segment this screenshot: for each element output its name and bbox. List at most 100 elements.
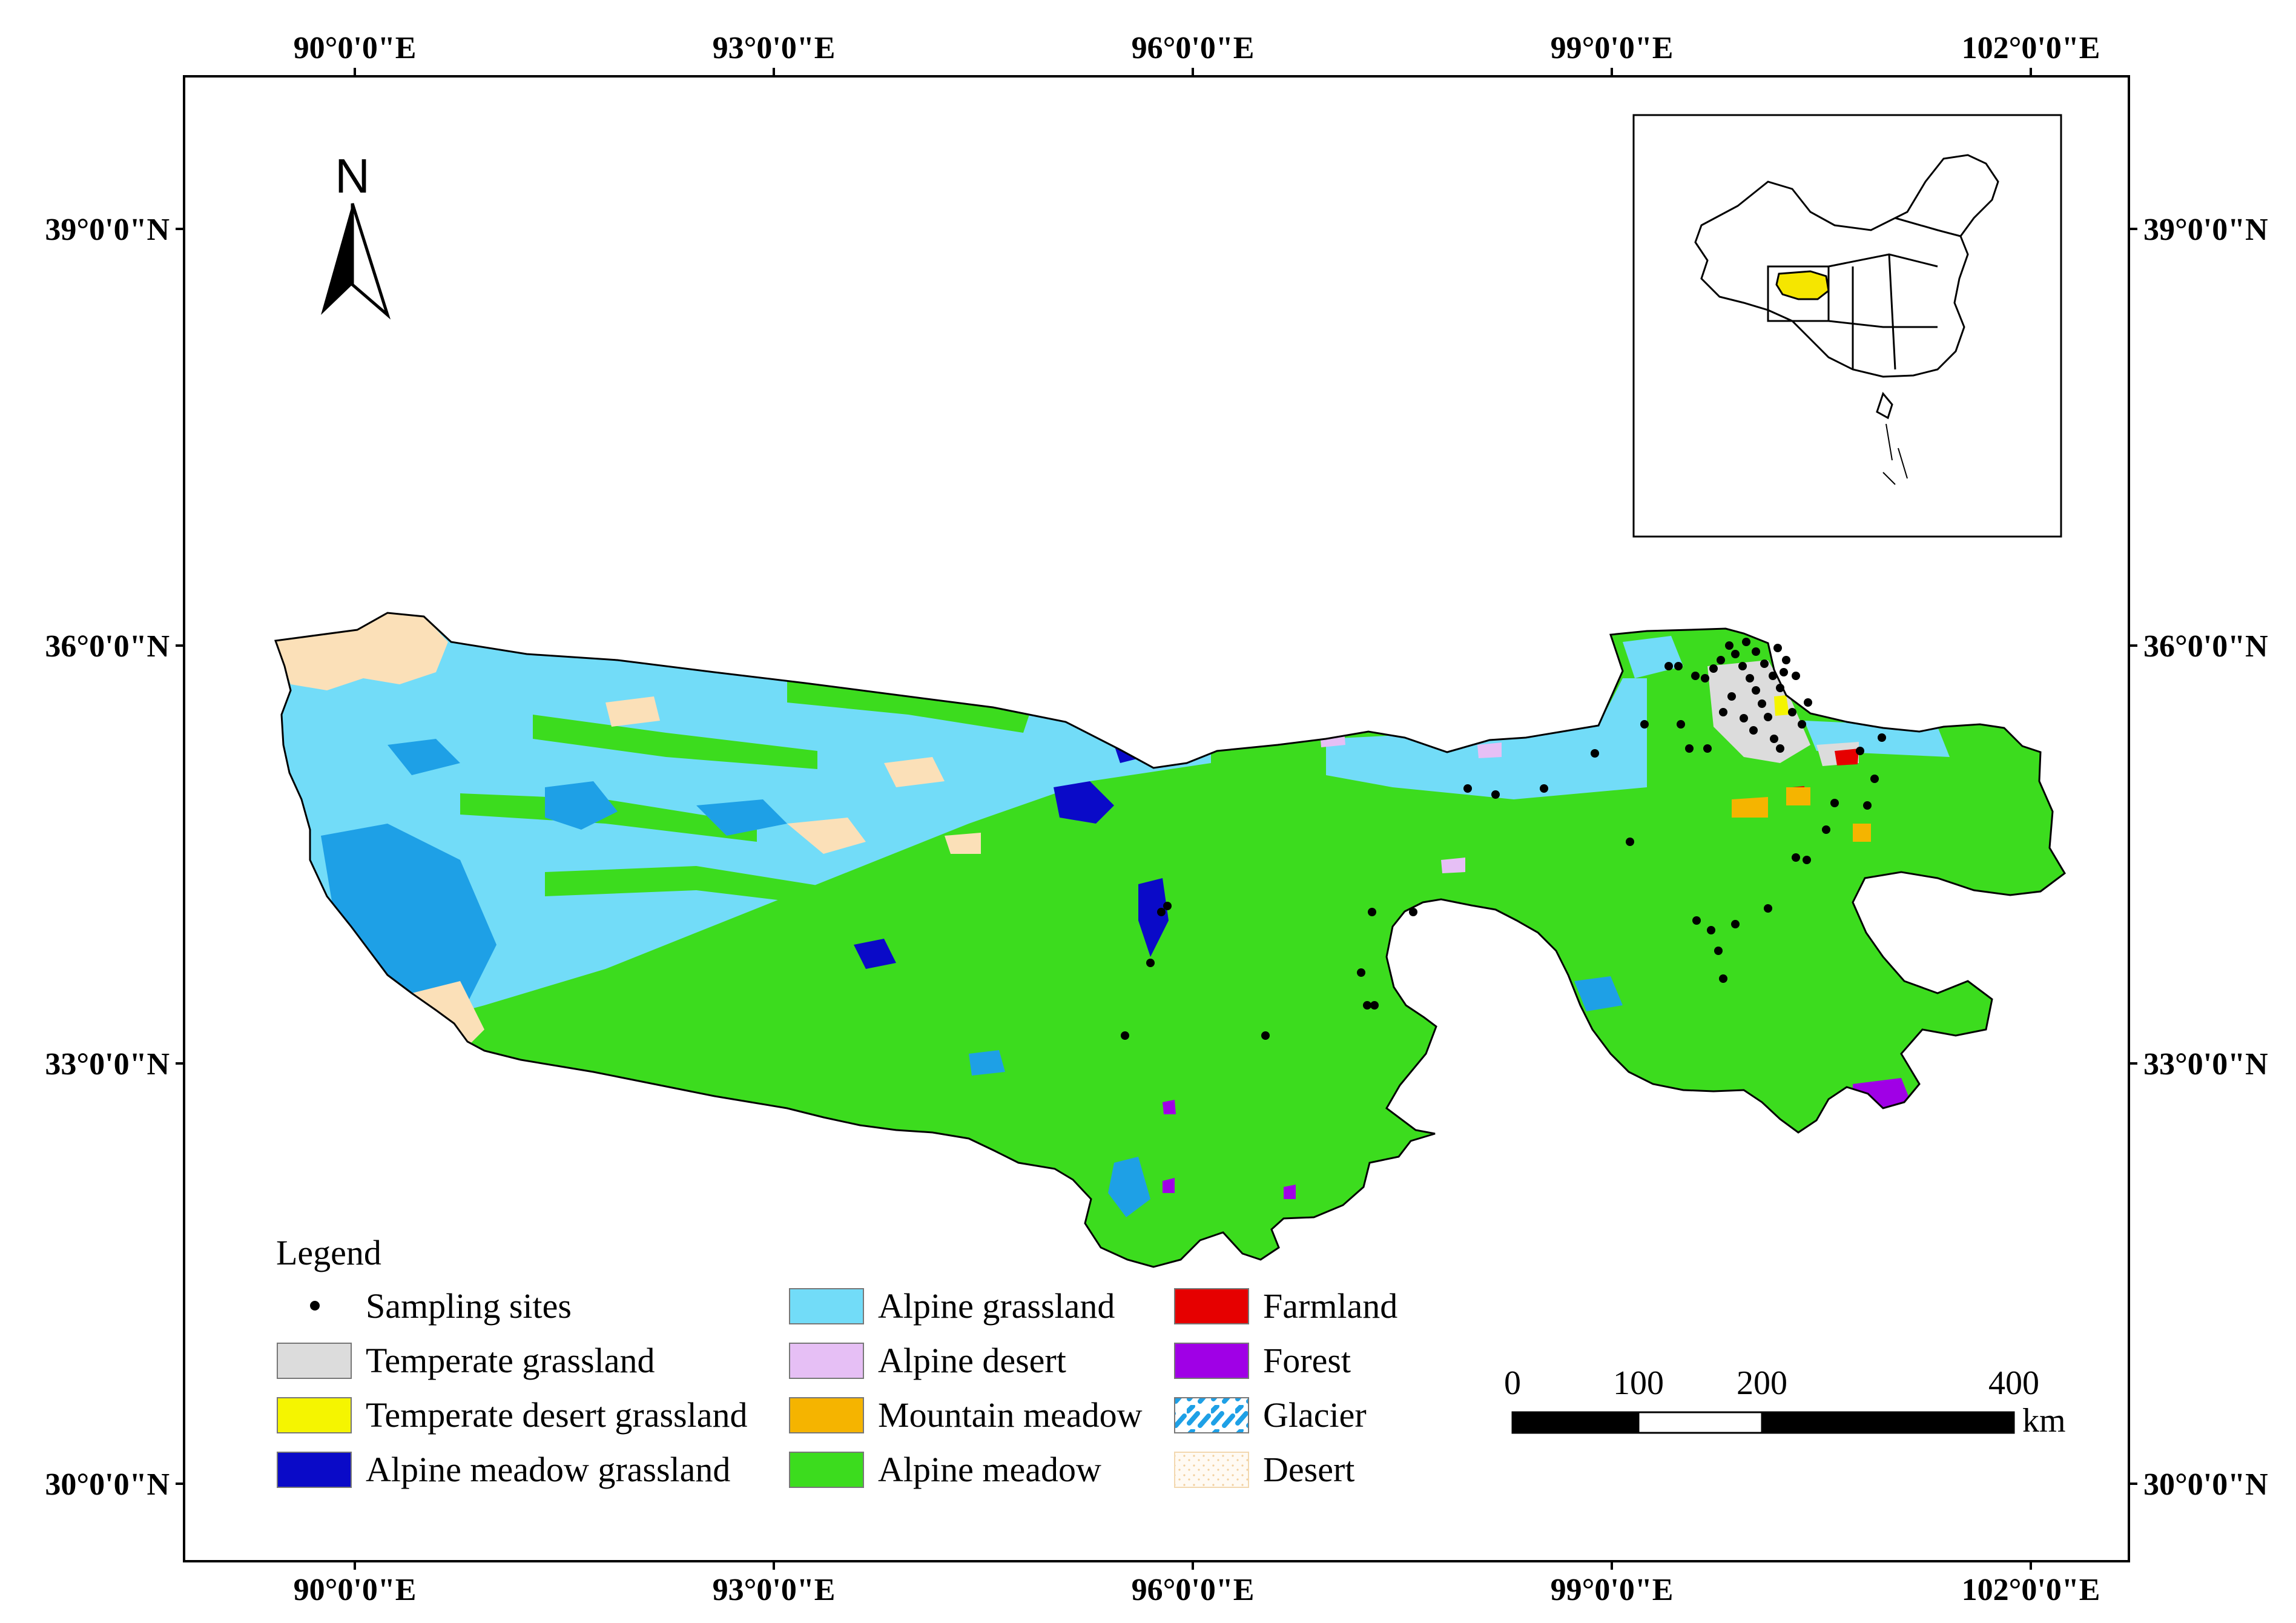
bottom-label-96e: 96°0'0"E <box>1132 1573 1255 1607</box>
glacier-blue-patch-2 <box>388 739 787 836</box>
sampling-site <box>1691 672 1700 680</box>
china-outline-icon <box>1694 154 1999 485</box>
sampling-site <box>1731 920 1740 928</box>
legend-label: Alpine meadow <box>878 1450 1101 1489</box>
sampling-site <box>1121 1031 1129 1040</box>
sampling-site <box>1773 644 1782 652</box>
scale-unit: km <box>2022 1402 2066 1440</box>
sampling-site <box>1822 825 1830 834</box>
legend-swatch-alpine-meadow <box>789 1452 864 1488</box>
scale-tick-0: 0 <box>1504 1364 1521 1402</box>
sampling-sites <box>1121 638 1886 1040</box>
legend-label: Sampling sites <box>366 1286 572 1326</box>
farmland-patch <box>1792 749 1859 799</box>
sampling-site <box>1863 801 1872 810</box>
desert-patch-2 <box>412 696 981 1054</box>
sampling-site <box>1157 908 1166 916</box>
left-label-36n: 36°0'0"N <box>45 629 170 664</box>
legend-item-temperate-grassland: Temperate grassland <box>277 1341 655 1380</box>
legend-label: Glacier <box>1263 1395 1367 1435</box>
sampling-site <box>1685 744 1694 753</box>
sampling-site <box>1776 744 1784 753</box>
sampling-site <box>1804 698 1812 707</box>
axis-labels-left: 39°0'0"N 36°0'0"N 33°0'0"N 30°0'0"N <box>45 213 170 1502</box>
legend-item-desert: Desert <box>1174 1450 1354 1489</box>
scale-seg-200-400 <box>1761 1411 2015 1434</box>
legend-title: Legend <box>276 1233 381 1272</box>
inset-map <box>1632 114 2062 538</box>
sampling-site <box>1363 1001 1371 1010</box>
right-label-39n: 39°0'0"N <box>2143 213 2268 247</box>
sampling-site <box>1731 650 1740 658</box>
legend-item-alpine-meadow-grassland: Alpine meadow grassland <box>277 1450 730 1489</box>
sampling-site <box>1719 708 1727 716</box>
bottom-label-93e: 93°0'0"E <box>713 1573 836 1607</box>
legend-item-sampling-sites: Sampling sites <box>310 1286 572 1326</box>
legend-label: Desert <box>1263 1450 1354 1489</box>
top-label-96e: 96°0'0"E <box>1132 31 1255 65</box>
sampling-site <box>1760 659 1769 668</box>
sampling-site <box>1856 747 1864 755</box>
sampling-site <box>1764 713 1772 721</box>
axis-labels-top: 90°0'0"E 93°0'0"E 96°0'0"E 99°0'0"E 102°… <box>294 31 2100 65</box>
legend-item-glacier: Glacier <box>1174 1395 1367 1435</box>
legend-swatch-alpine-desert <box>789 1343 864 1379</box>
sampling-site <box>1878 733 1886 742</box>
north-arrow: N <box>321 149 391 320</box>
sampling-site <box>1758 699 1766 708</box>
legend-item-temperate-desert-grassland: Temperate desert grassland <box>277 1395 747 1435</box>
mountain-meadow-patch <box>1732 787 1871 842</box>
alpine-desert-patch <box>1320 730 1502 873</box>
top-label-93e: 93°0'0"E <box>713 31 836 65</box>
bottom-label-102e: 102°0'0"E <box>1962 1573 2100 1607</box>
legend-label: Alpine desert <box>878 1341 1066 1380</box>
sampling-site <box>1692 916 1701 925</box>
sampling-site <box>1740 714 1748 722</box>
north-arrow-icon <box>321 203 391 320</box>
sampling-site <box>1764 904 1772 913</box>
sampling-site <box>1780 668 1788 676</box>
top-label-99e: 99°0'0"E <box>1551 31 1674 65</box>
top-label-90e: 90°0'0"E <box>294 31 417 65</box>
desert-patch-nw <box>275 613 448 690</box>
sampling-site <box>1738 662 1747 670</box>
legend-swatch-glacier <box>1174 1397 1249 1433</box>
legend-swatch-alpine-meadow-grassland <box>277 1452 352 1488</box>
legend-label: Temperate desert grassland <box>366 1395 747 1435</box>
scale-tick-100: 100 <box>1613 1364 1664 1402</box>
sampling-site <box>1370 1001 1379 1010</box>
sampling-site <box>1776 684 1784 692</box>
sampling-site <box>1830 799 1839 807</box>
sampling-site <box>1803 856 1811 864</box>
sampling-site <box>1540 784 1548 793</box>
sampling-site <box>1368 908 1376 916</box>
sampling-site <box>1664 662 1673 670</box>
scale-seg-100-200 <box>1637 1411 1763 1434</box>
left-label-30n: 30°0'0"N <box>45 1467 170 1502</box>
scale-bar: 0 100 200 400 km <box>1504 1364 2066 1440</box>
legend-swatch-temperate-grassland <box>277 1343 352 1379</box>
sampling-site <box>1701 674 1709 683</box>
sampling-site <box>1714 947 1723 955</box>
right-label-33n: 33°0'0"N <box>2143 1047 2268 1082</box>
legend: Legend Sampling sites Temperate grasslan… <box>276 1233 1397 1489</box>
sampling-site <box>1463 784 1472 793</box>
scale-tick-400: 400 <box>1988 1364 2039 1402</box>
sampling-site <box>1792 672 1800 680</box>
sampling-site <box>1491 790 1500 799</box>
temperate-desert-grassland-patch <box>1774 695 1789 716</box>
scale-seg-0-100 <box>1511 1411 1640 1434</box>
sampling-site <box>1357 968 1365 977</box>
legend-label: Farmland <box>1263 1286 1397 1326</box>
sampling-site <box>1870 775 1879 783</box>
sampling-site <box>1752 686 1760 695</box>
legend-swatch-farmland <box>1174 1288 1249 1324</box>
legend-item-forest: Forest <box>1174 1341 1351 1380</box>
sampling-site <box>1626 838 1634 846</box>
sampling-site <box>1749 726 1758 735</box>
alpine-grassland-ne-2 <box>1623 636 1950 757</box>
sampling-site <box>1163 902 1172 910</box>
bottom-label-90e: 90°0'0"E <box>294 1573 417 1607</box>
legend-item-alpine-desert: Alpine desert <box>789 1341 1066 1380</box>
